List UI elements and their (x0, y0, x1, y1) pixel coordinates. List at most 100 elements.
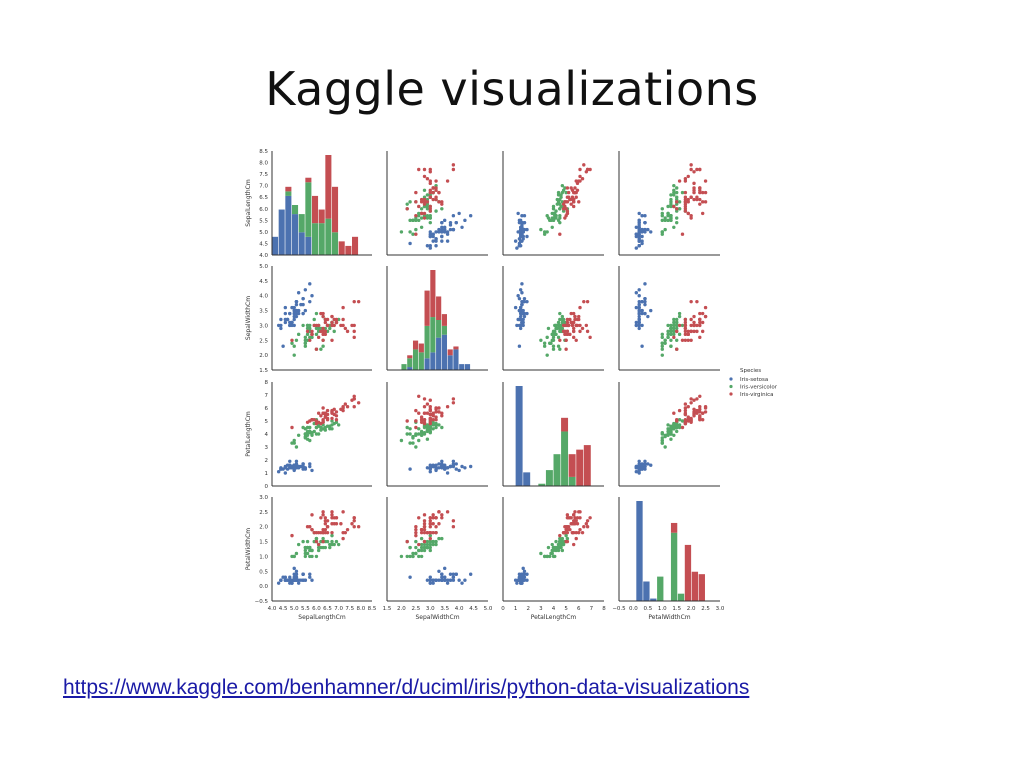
scatter-point-setosa-r2c1-23 (437, 462, 441, 466)
scatter-point-setosa-r1c3-15 (643, 282, 647, 286)
scatter-point-virginica-r2c3-6 (680, 425, 685, 430)
scatter-point-setosa-r1c3-16 (643, 296, 647, 301)
x-tick-label: 1.0 (658, 606, 667, 612)
scatter-point-setosa-r2c3-44 (643, 459, 647, 463)
scatter-point-versicolor-r1c0-10 (292, 353, 296, 357)
scatter-point-versicolor-r1c3-30 (663, 341, 667, 345)
scatter-point-versicolor-r1c0-44 (305, 332, 310, 337)
y-tick-label: 3.0 (259, 323, 268, 329)
scatter-point-setosa-r0c1-41 (408, 241, 412, 246)
scatter-point-setosa-r3c2-24 (525, 578, 529, 582)
scatter-point-setosa-r1c2-5 (522, 296, 527, 301)
scatter-point-virginica-r1c3-32 (695, 329, 699, 334)
scatter-point-versicolor-r0c2-21 (551, 204, 556, 209)
scatter-point-versicolor-r0c2-43 (542, 230, 547, 234)
scatter-point-versicolor-r2c0-43 (292, 441, 296, 445)
hist-bar-virginica-PetalLengthCm-9 (583, 445, 591, 486)
scatter-point-virginica-r0c3-21 (689, 216, 693, 220)
scatter-point-virginica-r2c3-7 (683, 402, 688, 406)
scatter-point-setosa-r0c2-13 (515, 246, 519, 250)
scatter-point-versicolor-r1c0-28 (314, 326, 319, 331)
scatter-point-setosa-r2c0-22 (283, 471, 288, 475)
scatter-point-setosa-r3c2-23 (522, 569, 527, 573)
scatter-point-versicolor-r0c1-8 (425, 193, 430, 197)
scatter-point-setosa-r1c3-46 (637, 299, 641, 304)
scatter-point-setosa-r1c0-45 (288, 323, 292, 328)
scatter-point-virginica-r1c3-18 (698, 335, 702, 340)
scatter-point-setosa-r3c1-23 (437, 569, 441, 573)
scatter-point-versicolor-r0c3-9 (672, 225, 676, 229)
scatter-point-virginica-r2c1-43 (434, 407, 438, 411)
scatter-point-versicolor-r2c1-1 (434, 425, 438, 430)
hist-bar-versicolor-SepalWidthCm-4 (424, 325, 430, 359)
scatter-point-virginica-r0c3-47 (689, 195, 693, 199)
scatter-point-versicolor-r0c3-45 (666, 214, 670, 218)
scatter-point-setosa-r3c1-19 (451, 575, 456, 579)
scatter-point-virginica-r1c0-31 (356, 299, 361, 304)
scatter-point-virginica-r2c3-43 (698, 407, 702, 411)
scatter-point-virginica-r3c2-49 (565, 530, 570, 535)
scatter-point-virginica-r3c0-28 (323, 522, 328, 526)
scatter-point-virginica-r2c3-44 (703, 410, 708, 414)
scatter-point-versicolor-r1c3-12 (660, 347, 664, 351)
scatter-point-setosa-r1c2-33 (518, 288, 523, 292)
scatter-point-versicolor-r0c2-27 (564, 190, 568, 195)
scatter-point-virginica-r3c1-24 (437, 522, 441, 526)
scatter-point-versicolor-r3c2-47 (555, 545, 559, 550)
scatter-point-versicolor-r3c2-33 (565, 536, 570, 541)
scatter-point-setosa-r0c1-8 (425, 244, 430, 248)
scatter-point-virginica-r2c1-46 (414, 419, 418, 423)
scatter-point-setosa-r0c2-20 (522, 220, 527, 225)
scatter-point-virginica-r0c3-35 (698, 167, 702, 172)
scatter-point-versicolor-r3c1-45 (428, 548, 432, 553)
scatter-point-virginica-r1c2-17 (585, 299, 590, 304)
scatter-point-setosa-r3c0-41 (281, 575, 285, 579)
scatter-point-setosa-r3c0-42 (279, 578, 283, 582)
hist-bar-virginica-SepalWidthCm-3 (418, 343, 424, 353)
y-tick-label: 0 (265, 484, 269, 490)
scatter-point-virginica-r0c1-40 (431, 190, 435, 195)
scatter-point-versicolor-r0c3-12 (660, 207, 664, 211)
scatter-point-virginica-r3c0-47 (325, 525, 330, 529)
scatter-point-setosa-r2c3-45 (640, 466, 644, 470)
scatter-point-virginica-r3c0-33 (321, 539, 325, 544)
scatter-point-setosa-r0c3-18 (640, 214, 644, 218)
scatter-point-setosa-r3c1-40 (443, 575, 447, 579)
scatter-point-virginica-r0c1-31 (451, 163, 456, 167)
scatter-point-setosa-r1c2-37 (518, 305, 523, 310)
scatter-point-setosa-r1c0-3 (283, 320, 288, 325)
scatter-point-versicolor-r1c2-10 (545, 353, 549, 357)
scatter-point-virginica-r0c2-35 (578, 167, 582, 172)
scatter-point-setosa-r3c1-41 (408, 575, 412, 579)
scatter-point-virginica-r0c3-25 (683, 179, 688, 183)
scatter-point-versicolor-r1c3-45 (666, 323, 670, 328)
scatter-point-virginica-r2c1-40 (431, 411, 435, 415)
scatter-point-virginica-r1c2-3 (572, 326, 576, 331)
scatter-point-virginica-r3c1-26 (422, 530, 427, 535)
scatter-point-setosa-r1c2-34 (520, 320, 524, 325)
scatter-point-virginica-r1c3-4 (695, 323, 699, 328)
scatter-point-setosa-r2c3-37 (634, 466, 639, 470)
scatter-point-setosa-r2c1-14 (457, 468, 461, 473)
scatter-point-virginica-r3c2-21 (563, 525, 567, 529)
scatter-point-versicolor-r3c2-43 (542, 554, 547, 559)
scatter-point-virginica-r3c1-44 (437, 510, 441, 514)
scatter-point-setosa-r3c0-47 (283, 578, 288, 582)
source-link[interactable]: https://www.kaggle.com/benhamner/d/uciml… (63, 676, 750, 699)
scatter-point-virginica-r1c2-26 (561, 329, 566, 334)
scatter-point-versicolor-r0c1-42 (417, 211, 421, 216)
scatter-point-virginica-r3c1-30 (422, 527, 427, 532)
x-tick-label: 8.0 (357, 606, 366, 612)
scatter-point-virginica-r1c3-46 (686, 338, 690, 342)
scatter-point-setosa-r2c1-40 (443, 467, 447, 471)
scatter-point-virginica-r3c1-17 (451, 519, 456, 523)
scatter-point-setosa-r3c1-15 (468, 572, 473, 576)
scatter-point-virginica-r3c2-2 (575, 522, 580, 526)
scatter-point-virginica-r2c0-35 (352, 405, 356, 409)
scatter-point-virginica-r1c0-8 (330, 338, 334, 342)
scatter-point-setosa-r0c1-48 (448, 223, 453, 227)
scatter-point-virginica-r2c0-0 (321, 406, 325, 410)
scatter-point-virginica-r1c3-34 (672, 335, 676, 340)
scatter-point-setosa-r0c1-24 (440, 234, 444, 239)
scatter-point-versicolor-r2c3-33 (677, 418, 682, 422)
